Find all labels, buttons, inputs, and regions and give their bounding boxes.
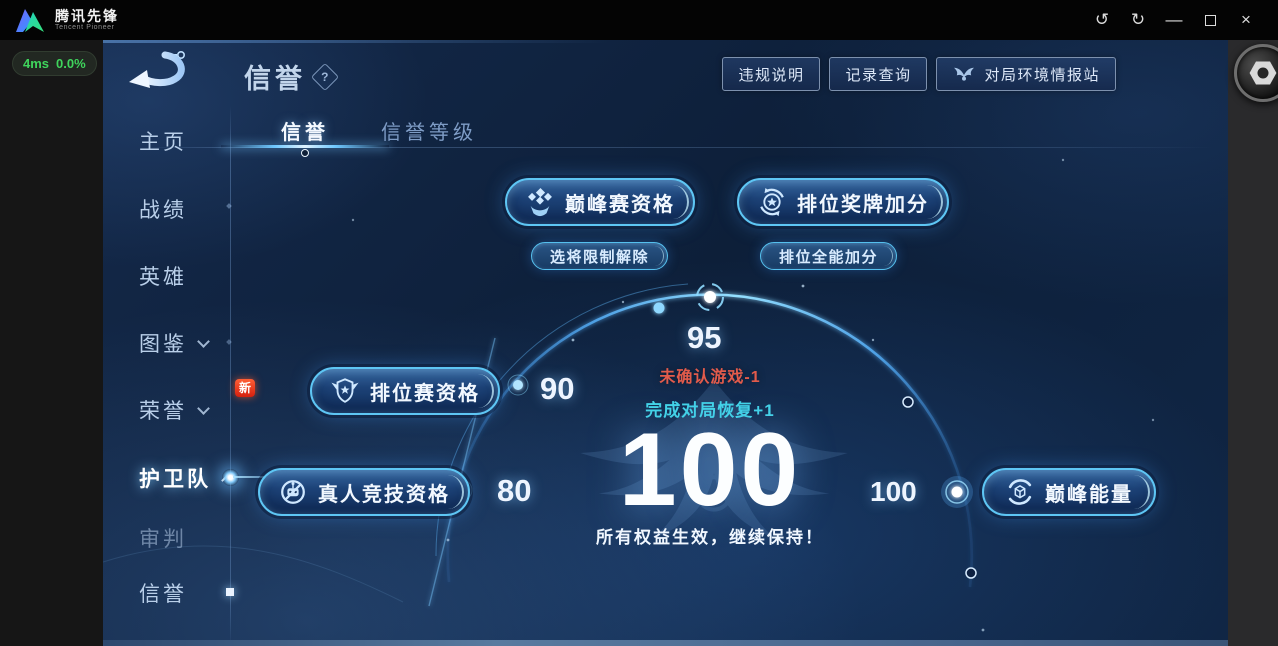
sidebar-item-home[interactable]: 主页 bbox=[139, 131, 187, 154]
record-query-button[interactable]: 记录查询 bbox=[829, 57, 928, 91]
active-tab-underline bbox=[221, 145, 389, 148]
close-icon[interactable]: × bbox=[1241, 10, 1251, 29]
app-name: 腾讯先锋 bbox=[55, 7, 119, 24]
tencent-pioneer-logo-icon bbox=[16, 8, 44, 32]
ranked-qualification-button[interactable]: 排位赛资格 bbox=[310, 367, 500, 415]
sidebar-item-heroes[interactable]: 英雄 bbox=[139, 266, 187, 289]
sidebar-active-glow-marker bbox=[222, 469, 239, 486]
violation-info-button[interactable]: 违规说明 bbox=[722, 57, 821, 91]
rank-allround-bonus-button[interactable]: 排位全能加分 bbox=[760, 242, 898, 270]
left-edge-strip: 4ms 0.0% bbox=[0, 40, 103, 646]
gauge-tick-80: 80 bbox=[497, 473, 532, 508]
back-arrow-icon[interactable] bbox=[125, 46, 197, 98]
sidebar-item-guard-team[interactable]: 护卫队 bbox=[139, 463, 234, 493]
credit-page: 主页 战绩 英雄 图鉴 荣誉 新 护卫队 审判 信誉 信誉 bbox=[103, 40, 1228, 646]
credit-score: 100 bbox=[618, 412, 802, 528]
medal-cycle-icon bbox=[760, 187, 784, 217]
tab-separator-line bbox=[143, 147, 1214, 148]
gauge-tick-90: 90 bbox=[540, 371, 575, 406]
sidebar-credit-marker bbox=[226, 588, 234, 596]
no-bot-icon bbox=[281, 480, 305, 504]
cube-energy-icon bbox=[1008, 479, 1032, 505]
title-bar: 腾讯先锋 Tencent Pioneer ↺ ↻ — × bbox=[0, 0, 1278, 40]
network-perf-pill: 4ms 0.0% bbox=[12, 51, 97, 76]
refresh-icon[interactable]: ↻ bbox=[1130, 10, 1146, 29]
maximize-icon[interactable] bbox=[1192, 5, 1228, 35]
gauge-center: 未确认游戏-1 完成对局恢复+1 100 所有权益生效，继续保持！ bbox=[553, 363, 867, 548]
floating-assistant-ball[interactable] bbox=[1234, 44, 1278, 102]
sidebar-item-gallery[interactable]: 图鉴 bbox=[139, 328, 210, 358]
undo-icon[interactable]: ↺ bbox=[1094, 10, 1110, 29]
diamond-cluster-icon bbox=[528, 187, 552, 217]
chevron-down-icon bbox=[197, 334, 210, 348]
shield-star-icon bbox=[331, 378, 359, 403]
help-icon[interactable]: ? bbox=[310, 62, 340, 92]
header-actions: 违规说明 记录查询 对局环境情报站 bbox=[722, 57, 1116, 91]
app-subtitle: Tencent Pioneer bbox=[55, 23, 115, 31]
latency-value: 4ms bbox=[23, 56, 50, 71]
packet-loss-value: 0.0% bbox=[56, 56, 86, 71]
page-title: 信誉 bbox=[244, 64, 306, 94]
wing-emblem-watermark bbox=[580, 380, 848, 538]
tab-credit-level[interactable]: 信誉等级 bbox=[381, 122, 477, 144]
minimize-icon[interactable]: — bbox=[1165, 10, 1183, 29]
chevron-down-icon bbox=[197, 401, 210, 415]
sidebar-item-record[interactable]: 战绩 bbox=[139, 199, 187, 222]
penalty-note: 未确认游戏-1 bbox=[659, 369, 761, 386]
app-logo: 腾讯先锋 Tencent Pioneer bbox=[0, 7, 119, 34]
gauge-tick-100: 100 bbox=[870, 476, 917, 507]
bottom-edge-strip bbox=[103, 640, 1228, 646]
sidebar-item-honor[interactable]: 荣誉 新 bbox=[139, 379, 256, 425]
recovery-note: 完成对局恢复+1 bbox=[645, 401, 775, 420]
status-note: 所有权益生效，继续保持！ bbox=[596, 528, 824, 547]
hero-pick-limit-unlock-button[interactable]: 选将限制解除 bbox=[531, 242, 669, 270]
match-environment-station-button[interactable]: 对局环境情报站 bbox=[936, 57, 1116, 91]
hexagon-icon bbox=[1249, 61, 1277, 85]
rank-medal-bonus-button[interactable]: 排位奖牌加分 bbox=[737, 178, 949, 226]
peak-energy-button[interactable]: 巅峰能量 bbox=[982, 468, 1156, 516]
new-badge: 新 bbox=[235, 379, 256, 397]
tab-bar: 信誉 信誉等级 bbox=[281, 116, 477, 145]
sidebar-item-credit[interactable]: 信誉 bbox=[139, 583, 187, 606]
peak-tournament-qualification-button[interactable]: 巅峰赛资格 bbox=[505, 178, 695, 226]
right-edge-strip bbox=[1228, 40, 1278, 646]
wing-badge-icon bbox=[954, 67, 975, 81]
sidebar-item-judgement[interactable]: 审判 bbox=[139, 528, 187, 551]
window-controls: ↺ ↻ — × bbox=[1084, 5, 1278, 35]
real-player-competition-button[interactable]: 真人竞技资格 bbox=[258, 468, 470, 516]
sidebar-divider bbox=[230, 106, 231, 646]
credit-gauge-arc bbox=[103, 158, 1155, 632]
gauge-tick-95: 95 bbox=[687, 320, 722, 355]
tab-credit[interactable]: 信誉 bbox=[281, 122, 329, 144]
